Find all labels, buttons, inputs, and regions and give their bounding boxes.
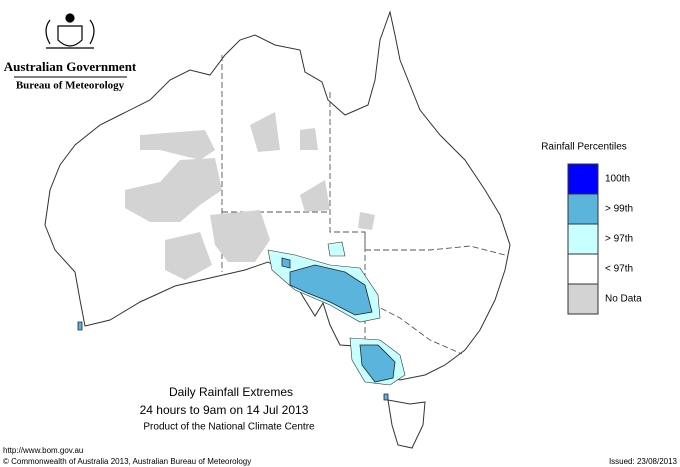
footer-issued: Issued: 23/08/2013: [609, 457, 678, 466]
map-product: Product of the National Climate Centre: [143, 422, 315, 433]
australia-map: [44, 10, 511, 449]
coat-of-arms: [45, 13, 95, 49]
rainfall-99th-areas: [77, 257, 396, 401]
legend-label: No Data: [605, 294, 642, 305]
footer-copyright: © Commonwealth of Australia 2013, Austra…: [3, 457, 251, 466]
no-data-areas: [125, 112, 375, 280]
tasmania-outline: [387, 399, 426, 449]
legend-label: > 99th: [605, 204, 633, 215]
mainland-outline: [44, 10, 511, 381]
legend-title: Rainfall Percentiles: [541, 142, 627, 153]
legend-label: < 97th: [605, 264, 633, 275]
legend-swatch: [567, 193, 599, 225]
legend-label: 100th: [605, 174, 630, 185]
legend-swatch: [567, 253, 599, 285]
map-period: 24 hours to 9am on 14 Jul 2013: [140, 403, 309, 417]
legend: 100th > 99th > 97th < 97th No Data: [567, 163, 642, 315]
legend-label: > 97th: [605, 234, 633, 245]
legend-swatch: [567, 283, 599, 315]
agency-name: Australian Government: [4, 59, 137, 74]
bureau-name: Bureau of Meteorology: [16, 80, 125, 92]
map-title: Daily Rainfall Extremes: [169, 385, 293, 399]
legend-swatch: [567, 163, 599, 195]
legend-swatch: [567, 223, 599, 255]
footer-url: http://www.bom.gov.au: [3, 446, 83, 455]
